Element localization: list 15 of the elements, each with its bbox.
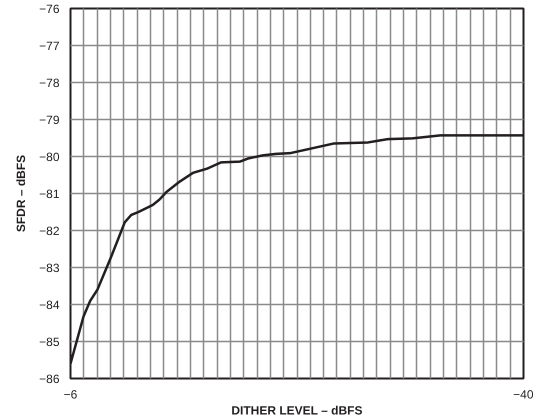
y-axis-title: SFDR – dBFS	[14, 154, 28, 232]
y-tick-label: −84	[39, 298, 60, 312]
y-tick-label: −81	[39, 187, 60, 201]
x-tick-label: −40	[513, 388, 533, 402]
y-tick-label: −86	[39, 372, 60, 386]
y-tick-label: −77	[39, 39, 60, 53]
y-tick-label: −80	[39, 150, 60, 164]
y-tick-label: −82	[39, 224, 60, 238]
y-tick-label: −76	[39, 2, 60, 16]
y-tick-label: −85	[39, 335, 60, 349]
y-tick-label: −79	[39, 113, 60, 127]
x-tick-label: −6	[64, 388, 78, 402]
y-tick-label: −83	[39, 261, 60, 275]
x-axis-title: DITHER LEVEL – dBFS	[231, 404, 362, 418]
y-tick-label: −78	[39, 76, 60, 90]
